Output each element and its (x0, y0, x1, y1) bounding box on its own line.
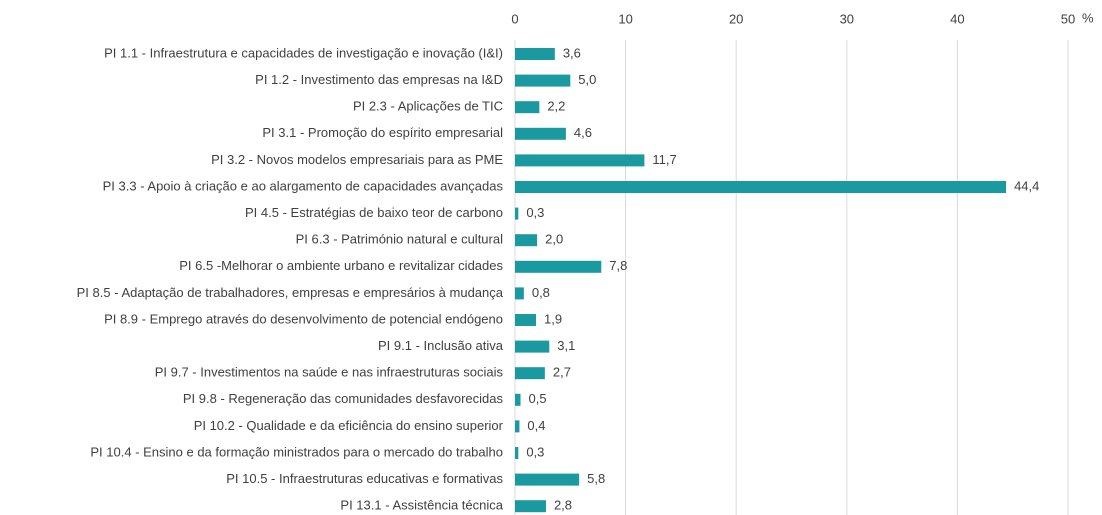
bar (515, 74, 571, 87)
y-tick-label: PI 8.9 - Emprego através do desenvolvime… (104, 311, 503, 326)
x-tick-label: 20 (729, 11, 743, 26)
y-tick-label: PI 10.2 - Qualidade e da eficiência do e… (194, 418, 504, 433)
y-tick-label: PI 2.3 - Aplicações de TIC (353, 99, 503, 114)
bar (515, 287, 524, 300)
value-label: 5,0 (578, 72, 596, 87)
y-tick-label: PI 1.1 - Infraestrutura e capacidades de… (104, 45, 503, 60)
y-tick-label: PI 9.7 - Investimentos na saúde e nas in… (155, 365, 504, 380)
bar (515, 127, 566, 140)
value-label: 0,3 (526, 205, 544, 220)
value-label: 2,7 (553, 365, 571, 380)
y-tick-label: PI 1.2 - Investimento das empresas na I&… (255, 72, 503, 87)
y-tick-label: PI 3.1 - Promoção do espírito empresaria… (262, 125, 503, 140)
value-label: 2,8 (554, 498, 572, 513)
y-tick-label: PI 3.2 - Novos modelos empresariais para… (211, 152, 503, 167)
x-tick-label: 10 (618, 11, 632, 26)
bar (515, 500, 546, 513)
y-tick-label: PI 8.5 - Adaptação de trabalhadores, emp… (77, 285, 504, 300)
value-label: 0,8 (532, 285, 550, 300)
value-label: 1,9 (544, 311, 562, 326)
x-tick-label: 0 (511, 11, 518, 26)
value-label: 4,6 (574, 125, 592, 140)
bar (515, 367, 545, 380)
value-label: 2,0 (545, 232, 563, 247)
value-label: 7,8 (609, 258, 627, 273)
value-label: 11,7 (652, 152, 676, 167)
bar (515, 420, 520, 433)
bar (515, 154, 645, 167)
bar (515, 393, 521, 406)
bar (515, 447, 519, 459)
x-tick-label: 40 (950, 11, 964, 26)
bar (515, 314, 537, 326)
bar (515, 260, 602, 273)
y-tick-label: PI 4.5 - Estratégias de baixo teor de ca… (245, 205, 503, 220)
value-label: 0,3 (526, 444, 544, 459)
bar (515, 473, 580, 486)
bar (515, 207, 519, 220)
bar (515, 181, 1007, 193)
value-label: 5,8 (587, 471, 605, 486)
value-label: 2,2 (547, 99, 565, 114)
y-tick-label: PI 6.5 -Melhorar o ambiente urbano e rev… (179, 258, 503, 273)
y-tick-label: PI 9.8 - Regeneração das comunidades des… (183, 391, 504, 406)
bar (515, 340, 550, 353)
value-label: 3,1 (557, 338, 575, 353)
bar (515, 234, 538, 247)
value-label: 44,4 (1014, 178, 1039, 193)
y-tick-label: PI 3.3 - Apoio à criação e ao alargament… (103, 178, 504, 193)
y-tick-label: PI 10.5 - Infraestruturas educativas e f… (226, 471, 503, 486)
unit-label: % (1082, 10, 1094, 25)
bar (515, 48, 555, 60)
value-label: 0,5 (529, 391, 547, 406)
x-tick-label: 50 (1061, 11, 1075, 26)
bar (515, 101, 540, 114)
y-tick-label: PI 13.1 - Assistência técnica (340, 498, 503, 513)
y-tick-label: PI 9.1 - Inclusão ativa (378, 338, 504, 353)
value-label: 3,6 (563, 45, 581, 60)
y-tick-label: PI 6.3 - Património natural e cultural (296, 232, 503, 247)
value-label: 0,4 (527, 418, 545, 433)
x-tick-label: 30 (840, 11, 854, 26)
y-tick-label: PI 10.4 - Ensino e da formação ministrad… (90, 444, 503, 459)
